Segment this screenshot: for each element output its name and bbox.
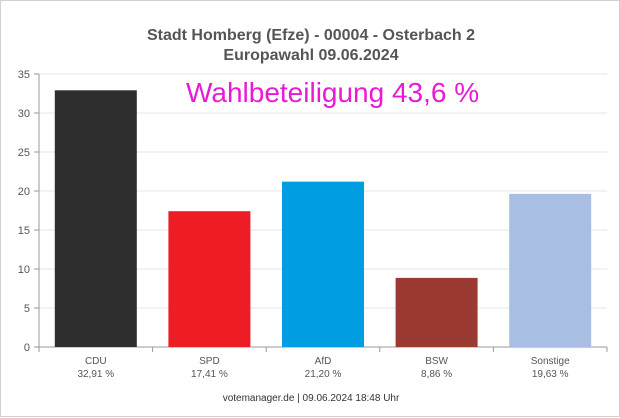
x-tick-label: SPD <box>199 356 220 367</box>
y-tick-label: 35 <box>18 69 30 81</box>
value-label: 32,91 % <box>77 369 114 380</box>
value-label: 17,41 % <box>191 369 228 380</box>
bar-afd <box>282 181 364 347</box>
y-tick-label: 20 <box>18 186 30 198</box>
value-label: 21,20 % <box>305 369 342 380</box>
chart-subtitle: Europawahl 09.06.2024 <box>223 47 399 64</box>
x-tick-label: Sonstige <box>531 356 570 367</box>
value-label: 8,86 % <box>421 369 452 380</box>
x-tick-label: CDU <box>85 356 107 367</box>
y-tick-label: 15 <box>18 225 30 237</box>
bar-sonstige <box>509 193 592 347</box>
x-tick-label: AfD <box>315 356 332 367</box>
y-tick-label: 10 <box>18 264 30 276</box>
turnout-annotation: Wahlbeteiligung 43,6 % <box>186 77 480 108</box>
chart-title: Stadt Homberg (Efze) - 00004 - Osterbach… <box>146 27 476 44</box>
y-tick-label: 30 <box>18 108 30 120</box>
bar-spd <box>168 211 251 347</box>
value-label: 19,63 % <box>532 369 569 380</box>
y-tick-label: 25 <box>18 147 30 159</box>
bar-cdu <box>54 90 137 347</box>
bar-bsw <box>395 277 478 347</box>
x-tick-label: BSW <box>425 356 448 367</box>
footer-credit: votemanager.de | 09.06.2024 18:48 Uhr <box>222 393 400 404</box>
y-tick-label: 5 <box>24 303 30 315</box>
y-tick-label: 0 <box>24 342 30 354</box>
